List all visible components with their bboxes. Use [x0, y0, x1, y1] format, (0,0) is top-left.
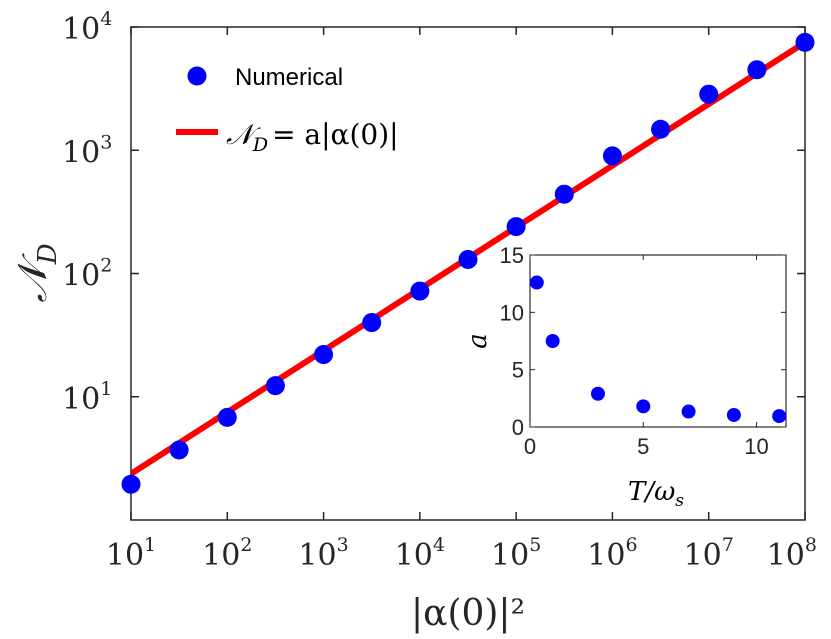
inset-data-point [772, 409, 787, 424]
y-tick-base: 10 [62, 382, 100, 417]
y-tick-exponent: 1 [100, 378, 112, 400]
x-axis-label-text: |α(0)|² [411, 593, 525, 634]
legend-fit-subscript: D [252, 134, 268, 156]
y-tick-label: 103 [62, 131, 112, 170]
data-point [362, 313, 382, 333]
y-tick-label: 104 [62, 8, 112, 47]
x-tick-base: 10 [587, 538, 625, 573]
x-tick-base: 10 [395, 538, 433, 573]
y-axis-label-subscript: D [33, 243, 63, 265]
x-tick-exponent: 6 [625, 534, 637, 556]
x-tick-label: 102 [202, 534, 252, 573]
data-point [554, 184, 574, 204]
inset-x-label-text: T/ω [628, 477, 675, 507]
legend-label-numerical: Numerical [235, 64, 343, 91]
data-point [795, 32, 815, 52]
x-tick-label: 106 [587, 534, 637, 573]
inset-x-tick-label: 10 [744, 434, 768, 459]
x-tick-exponent: 5 [529, 534, 541, 556]
data-point [651, 119, 671, 139]
x-tick-exponent: 7 [722, 534, 734, 556]
y-tick-exponent: 2 [100, 255, 112, 277]
x-tick-exponent: 2 [240, 534, 252, 556]
x-tick-exponent: 8 [805, 534, 817, 556]
x-tick-base: 10 [684, 538, 722, 573]
inset-x-tick-label: 5 [637, 434, 649, 459]
data-point [410, 281, 430, 301]
inset-x-axis-label: T/ωs [628, 477, 684, 511]
inset-data-point [636, 399, 651, 414]
legend: Numerical 𝒩D = a|α(0)| [176, 64, 399, 156]
data-point [169, 440, 189, 460]
y-tick-exponent: 3 [100, 131, 112, 153]
inset-y-axis-label: a [463, 333, 493, 349]
x-tick-base: 10 [298, 538, 336, 573]
data-point [217, 407, 237, 427]
x-tick-exponent: 3 [337, 534, 349, 556]
inset-data-point [681, 404, 696, 419]
inset-plot: 0 5 10 0 5 10 15 T/ωs a [463, 243, 787, 511]
inset-y-tick-label: 10 [500, 300, 524, 325]
inset-y-tick-label: 15 [500, 243, 524, 268]
x-tick-label: 101 [106, 534, 156, 573]
y-axis-label: 𝒩D [10, 243, 63, 302]
inset-data-point [545, 334, 560, 348]
x-tick-label: 104 [395, 534, 445, 573]
y-tick-exponent: 4 [100, 8, 112, 30]
x-tick-base: 10 [202, 538, 240, 573]
x-tick-base: 10 [106, 538, 144, 573]
x-tick-label: 103 [298, 534, 348, 573]
data-point [121, 474, 141, 494]
x-tick-label: 108 [767, 534, 817, 573]
data-point [458, 249, 478, 269]
y-tick-label: 101 [62, 378, 112, 417]
data-point [314, 345, 334, 365]
data-point [506, 217, 526, 237]
x-axis-label: |α(0)|² [411, 593, 525, 634]
inset-x-label-subscript: s [675, 491, 684, 511]
inset-data-point [529, 275, 544, 290]
x-tick-exponent: 1 [144, 534, 156, 556]
legend-fit-equation: = a|α(0)| [272, 118, 399, 151]
x-tick-label: 105 [491, 534, 541, 573]
inset-y-tick-label: 5 [512, 358, 524, 383]
y-tick-base: 10 [62, 259, 100, 294]
data-point [747, 60, 767, 80]
x-tick-label: 107 [684, 534, 734, 573]
x-tick-exponent: 4 [433, 534, 445, 556]
inset-data-point [590, 386, 605, 401]
y-tick-base: 10 [62, 12, 100, 47]
y-tick-label: 102 [62, 255, 112, 294]
data-point [265, 376, 285, 396]
legend-marker-numerical [187, 66, 207, 86]
y-tick-base: 10 [62, 135, 100, 170]
inset-x-tick-label: 0 [524, 434, 536, 459]
legend-label-fit: 𝒩D = a|α(0)| [226, 118, 399, 156]
inset-y-tick-label: 0 [512, 415, 524, 440]
data-point [699, 84, 719, 104]
data-point [602, 146, 622, 166]
inset-plot-area [529, 254, 787, 428]
x-tick-base: 10 [767, 538, 805, 573]
inset-data-point [726, 407, 741, 422]
x-tick-base: 10 [491, 538, 529, 573]
